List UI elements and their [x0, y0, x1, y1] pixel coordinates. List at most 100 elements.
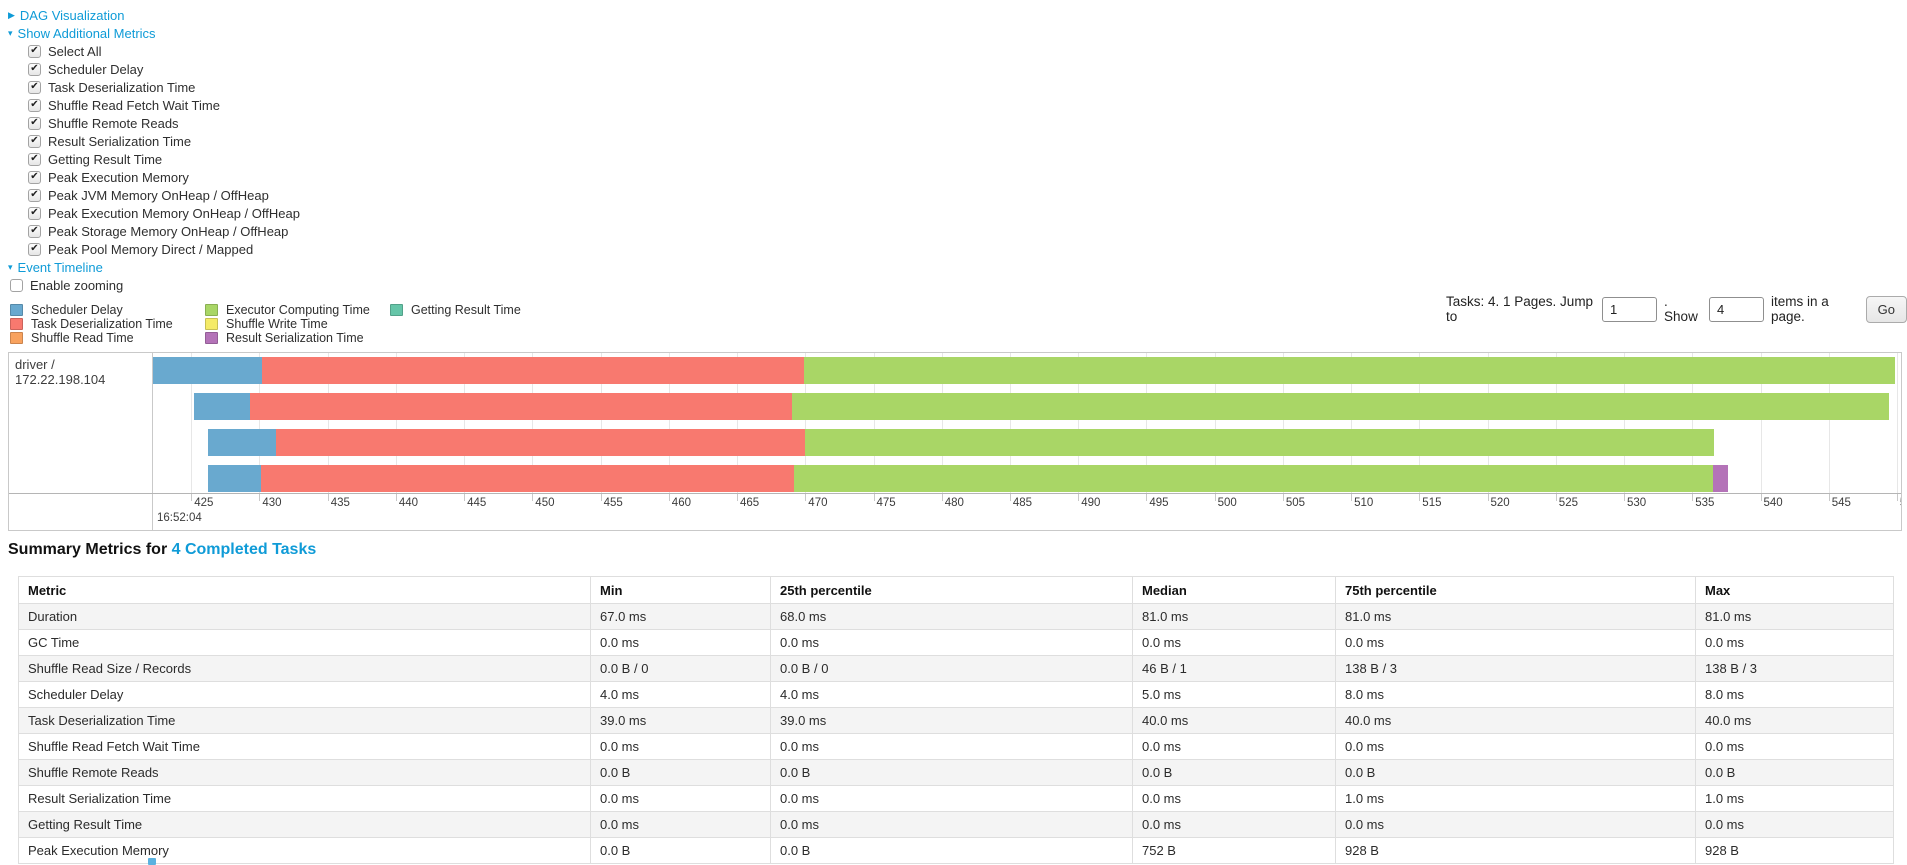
- timeline-task-bar-segment[interactable]: [791, 393, 1889, 420]
- metric-checkbox-row[interactable]: ✔ Peak JVM Memory OnHeap / OffHeap: [28, 186, 300, 204]
- axis-tick: [395, 494, 397, 501]
- timeline-task-bar-segment[interactable]: [262, 357, 804, 384]
- axis-tick-label: 445: [467, 497, 487, 509]
- enable-zooming-checkbox[interactable]: ✔: [10, 278, 23, 292]
- metric-checkbox-row[interactable]: ✔ Shuffle Remote Reads: [28, 114, 300, 132]
- legend-label: Getting Result Time: [411, 303, 521, 317]
- metric-checkbox-label: Task Deserialization Time: [48, 79, 196, 95]
- getting-result-swatch-icon: [390, 304, 403, 316]
- table-cell: 0.0 ms: [770, 629, 1133, 656]
- checkbox-icon[interactable]: ✔: [28, 116, 41, 130]
- legend-label: Shuffle Read Time: [31, 331, 134, 345]
- timeline-task-bar-segment[interactable]: [794, 465, 1713, 492]
- timeline-axis: 16:52:04 425 430 435 440 445 450 455 460 465 470 4…: [153, 494, 1901, 530]
- axis-start-time-label: 16:52:04: [157, 512, 202, 524]
- timeline-task-bar-segment[interactable]: [193, 393, 250, 420]
- table-header-cell: Min: [590, 576, 771, 604]
- timeline-task-bar-segment[interactable]: [275, 429, 806, 456]
- table-cell: 0.0 B: [1132, 759, 1336, 786]
- legend-item: Task Deserialization Time: [10, 317, 205, 331]
- gridline: [668, 353, 670, 493]
- metric-checkbox-row[interactable]: ✔ Peak Execution Memory OnHeap / OffHeap: [28, 204, 300, 222]
- show-additional-metrics-toggle[interactable]: ▾ Show Additional Metrics: [8, 24, 300, 42]
- timeline-task-bar-segment[interactable]: [153, 357, 263, 384]
- metric-checkbox-row[interactable]: ✔ Shuffle Read Fetch Wait Time: [28, 96, 300, 114]
- table-cell: 0.0 ms: [770, 785, 1133, 812]
- timeline-task-bar-segment[interactable]: [207, 465, 261, 492]
- jump-to-page-input[interactable]: [1602, 296, 1658, 322]
- table-cell: 39.0 ms: [590, 707, 771, 734]
- timeline-task-bar-segment[interactable]: [207, 429, 276, 456]
- table-cell: 0.0 ms: [1695, 811, 1894, 838]
- result-serialization-swatch-icon: [205, 332, 218, 344]
- metric-checkbox-label: Peak Execution Memory: [48, 169, 189, 185]
- axis-tick-label: 460: [671, 497, 691, 509]
- axis-tick: [191, 494, 193, 501]
- table-cell: 0.0 ms: [590, 629, 771, 656]
- metric-checkbox-row[interactable]: ✔ Select All: [28, 42, 300, 60]
- metric-checkbox-row[interactable]: ✔ Peak Execution Memory: [28, 168, 300, 186]
- legend-item: Shuffle Write Time: [205, 317, 390, 331]
- axis-tick-label: 540: [1763, 497, 1783, 509]
- checkbox-icon[interactable]: ✔: [28, 206, 41, 220]
- axis-tick-label: 505: [1285, 497, 1306, 509]
- axis-tick-label: 490: [1081, 497, 1101, 509]
- axis-tick-label: 530: [1627, 497, 1647, 509]
- table-row: Shuffle Read Fetch Wait Time 0.0 ms 0.0 ms…: [18, 733, 1894, 760]
- table-cell: 138 B / 3: [1335, 655, 1696, 682]
- event-timeline-toggle[interactable]: ▾ Event Timeline: [8, 258, 300, 276]
- timeline-task-bar-segment[interactable]: [805, 429, 1715, 456]
- checkbox-icon[interactable]: ✔: [28, 152, 41, 166]
- metrics-checkbox-list: ✔ Select All ✔ Scheduler Delay ✔ Task Deseria…: [8, 42, 300, 258]
- checkbox-icon[interactable]: ✔: [28, 188, 41, 202]
- timeline-task-bar-segment[interactable]: [249, 393, 792, 420]
- timeline-group-label: driver / 172.22.198.104: [9, 353, 153, 493]
- checkbox-icon[interactable]: ✔: [28, 98, 41, 112]
- items-per-page-input[interactable]: [1709, 296, 1764, 322]
- show-text: . Show: [1664, 294, 1698, 324]
- checkbox-icon[interactable]: ✔: [28, 170, 41, 184]
- gridline: [1351, 353, 1353, 493]
- timeline-task-bar-segment[interactable]: [1712, 465, 1728, 492]
- items-in-page-text: items in a page.: [1771, 294, 1829, 324]
- legend-column: Scheduler Delay Task Deserialization Time…: [10, 303, 205, 345]
- axis-tick: [1692, 494, 1694, 501]
- metric-checkbox-row[interactable]: ✔ Peak Storage Memory OnHeap / OffHeap: [28, 222, 300, 240]
- checkbox-icon[interactable]: ✔: [28, 62, 41, 76]
- legend-label: Task Deserialization Time: [31, 317, 173, 331]
- metric-checkbox-row[interactable]: ✔ Peak Pool Memory Direct / Mapped: [28, 240, 300, 258]
- checkbox-icon[interactable]: ✔: [28, 134, 41, 148]
- timeline-task-bar-segment[interactable]: [803, 357, 1896, 384]
- axis-tick: [668, 494, 670, 501]
- timeline-plot-area: [153, 353, 1901, 493]
- axis-tick-label: 455: [603, 497, 623, 509]
- checkbox-icon[interactable]: ✔: [28, 80, 41, 94]
- table-cell: 752 B: [1132, 837, 1336, 864]
- gridline: [1487, 353, 1489, 493]
- axis-tick-label: 430: [262, 497, 282, 509]
- table-cell: 0.0 ms: [590, 785, 771, 812]
- go-button[interactable]: Go: [1865, 295, 1907, 323]
- timeline-task-bar-segment[interactable]: [260, 465, 795, 492]
- shuffle-read-swatch-icon: [10, 332, 23, 344]
- legend-column: Executor Computing Time Shuffle Write Tim…: [205, 303, 390, 345]
- axis-tick-label: 440: [398, 497, 419, 509]
- table-cell: GC Time: [18, 629, 591, 656]
- metric-checkbox-row[interactable]: ✔ Getting Result Time: [28, 150, 300, 168]
- metric-checkbox-row[interactable]: ✔ Scheduler Delay: [28, 60, 300, 78]
- metric-checkbox-row[interactable]: ✔ Result Serialization Time: [28, 132, 300, 150]
- metric-checkbox-row[interactable]: ✔ Task Deserialization Time: [28, 78, 300, 96]
- checkbox-icon[interactable]: ✔: [28, 224, 41, 238]
- expanded-arrow-icon: ▾: [8, 27, 13, 38]
- axis-tick-label: 480: [944, 497, 964, 509]
- event-timeline-chart: driver / 172.22.198.104 16:52:04 425 430 4…: [8, 352, 1902, 531]
- dag-visualization-toggle[interactable]: ▶ DAG Visualization: [8, 6, 300, 24]
- gridline: [327, 353, 329, 493]
- axis-tick-label: 550: [1900, 497, 1901, 509]
- enable-zooming-row[interactable]: ✔ Enable zooming: [10, 276, 300, 294]
- checkbox-icon[interactable]: ✔: [28, 242, 41, 256]
- completed-tasks-link[interactable]: 4 Completed Tasks: [171, 541, 317, 558]
- table-cell: 0.0 ms: [1132, 629, 1336, 656]
- checkbox-icon[interactable]: ✔: [28, 44, 41, 58]
